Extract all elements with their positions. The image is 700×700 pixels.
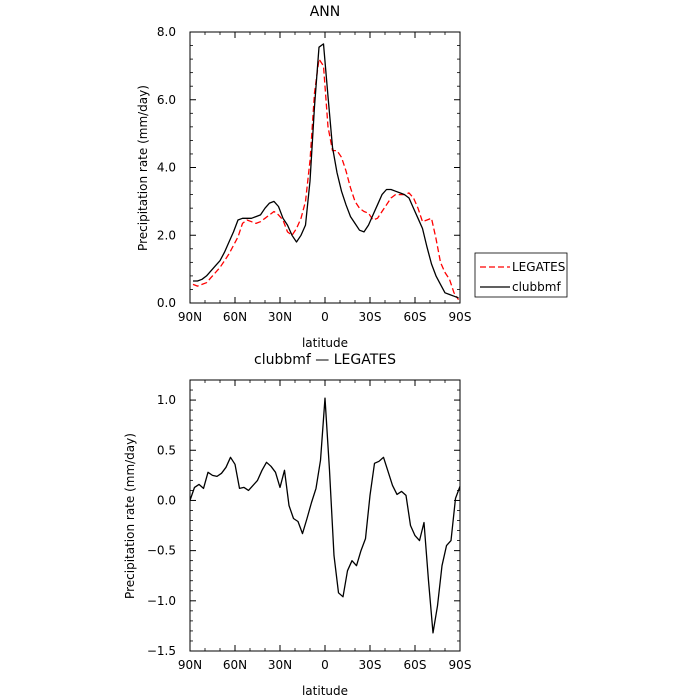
bottom-x-tick-labels: 90N 60N 30N 0 30S 60S 90S — [178, 658, 472, 672]
top-series-lines — [192, 43, 460, 300]
bottom-chart-title: clubbmf — LEGATES — [254, 352, 396, 368]
top-x-axis-label: latitude — [302, 336, 348, 350]
top-x-tick-label: 30N — [268, 310, 292, 324]
top-y-tick-label: 2.0 — [157, 228, 176, 242]
bottom-y-tick-label: −1.5 — [147, 644, 176, 658]
bottom-y-tick-label: 0.0 — [157, 493, 176, 507]
bottom-panel: clubbmf — LEGATES Precipitation rate (mm… — [123, 352, 471, 698]
top-y-tick-labels: 0.0 2.0 4.0 6.0 8.0 — [157, 25, 176, 310]
legend-label-clubbmf: clubbmf — [512, 280, 561, 294]
top-x-tick-labels: 90N 60N 30N 0 30S 60S 90S — [178, 310, 472, 324]
top-tick-marks — [189, 31, 461, 304]
top-y-axis-label: Precipitation rate (mm/day) — [136, 85, 150, 251]
bottom-y-tick-labels: −1.5 −1.0 −0.5 0.0 0.5 1.0 — [147, 393, 176, 658]
bottom-x-tick-label: 30N — [268, 658, 292, 672]
bottom-x-tick-label: 30S — [359, 658, 382, 672]
bottom-x-tick-label: 90S — [449, 658, 472, 672]
bottom-y-tick-label: −0.5 — [147, 544, 176, 558]
bottom-y-tick-label: −1.0 — [147, 594, 176, 608]
bottom-y-tick-label: 0.5 — [157, 443, 176, 457]
bottom-plot-frame — [189, 379, 461, 652]
bottom-y-axis-label: Precipitation rate (mm/day) — [123, 433, 137, 599]
legend-box — [474, 252, 568, 298]
bottom-series-lines — [189, 397, 461, 634]
top-chart-title: ANN — [310, 4, 341, 20]
bottom-y-tick-label: 1.0 — [157, 393, 176, 407]
top-x-tick-label: 30S — [359, 310, 382, 324]
bottom-x-tick-label: 60N — [223, 658, 247, 672]
bottom-x-tick-label: 60S — [404, 658, 427, 672]
top-x-tick-label: 90S — [449, 310, 472, 324]
top-x-tick-label: 0 — [321, 310, 329, 324]
legend-label-legates: LEGATES — [512, 260, 565, 274]
top-x-tick-label: 60N — [223, 310, 247, 324]
bottom-x-tick-label: 90N — [178, 658, 202, 672]
bottom-series-line-difference — [189, 397, 461, 634]
bottom-tick-marks — [189, 379, 461, 652]
bottom-x-tick-label: 0 — [321, 658, 329, 672]
legend: LEGATES clubbmf — [474, 252, 568, 298]
top-plot-frame — [189, 31, 461, 304]
top-panel: ANN Precipitation rate (mm/day) 90N 60N 30… — [136, 4, 568, 324]
top-x-tick-label: 90N — [178, 310, 202, 324]
bottom-x-axis-label: latitude — [302, 684, 348, 698]
top-y-tick-label: 0.0 — [157, 296, 176, 310]
top-y-tick-label: 6.0 — [157, 93, 176, 107]
top-y-tick-label: 4.0 — [157, 161, 176, 175]
top-y-tick-label: 8.0 — [157, 25, 176, 39]
top-series-line-legates — [192, 58, 460, 300]
top-series-line-clubbmf — [193, 43, 459, 299]
top-x-tick-label: 60S — [404, 310, 427, 324]
